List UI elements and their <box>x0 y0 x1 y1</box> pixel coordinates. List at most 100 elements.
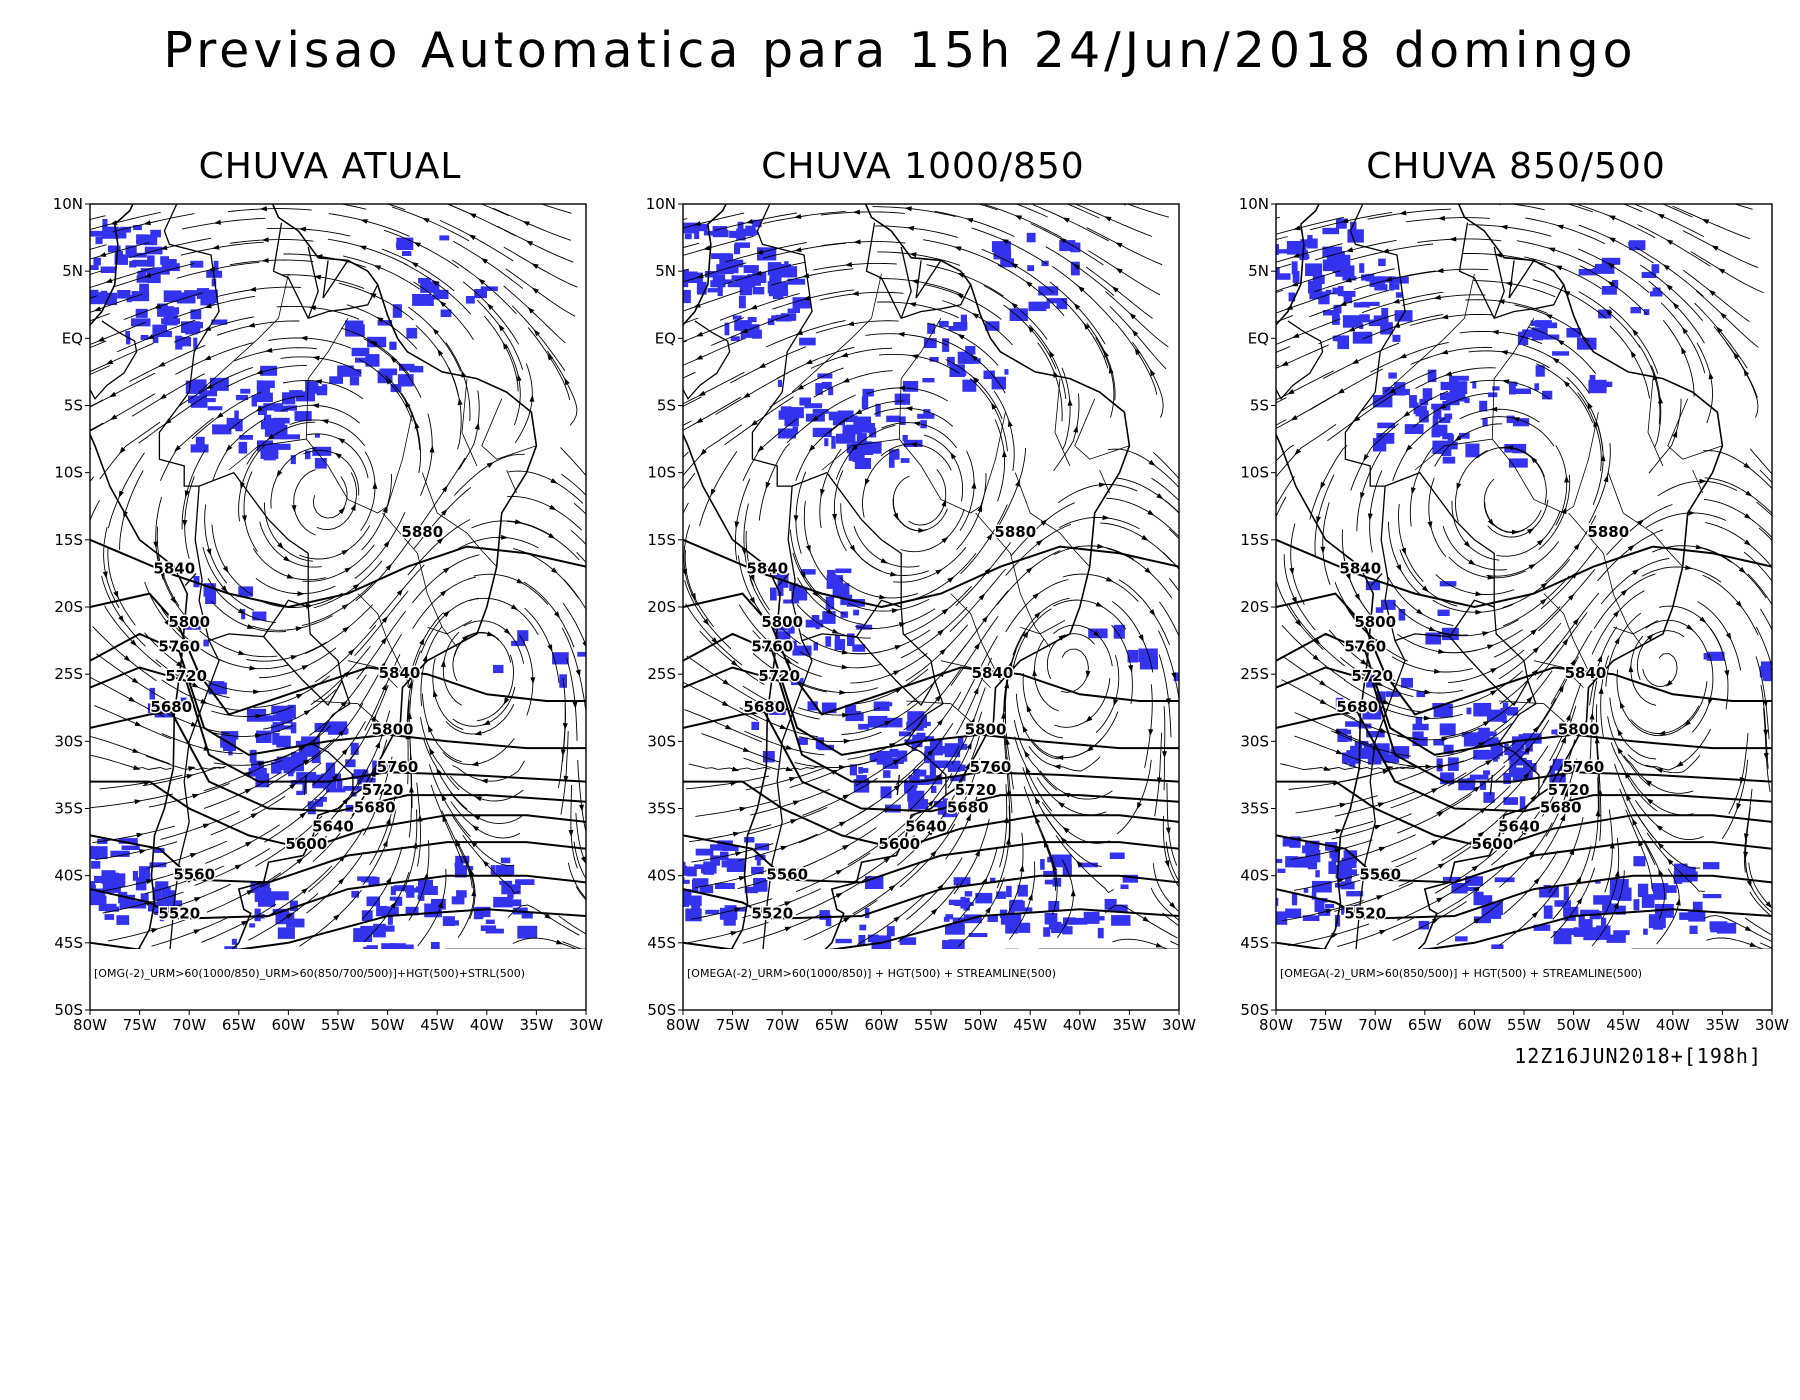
streamline <box>99 774 183 790</box>
streamline-arrow <box>780 845 788 851</box>
streamline-arrow <box>1005 737 1010 745</box>
streamline <box>1015 204 1048 218</box>
precip-cell <box>1088 628 1108 639</box>
streamline <box>1168 577 1179 592</box>
precip-cell <box>269 891 289 901</box>
streamline-arrow <box>575 669 581 677</box>
precip-cell <box>1629 240 1646 251</box>
streamline-arrow <box>1403 411 1411 417</box>
precip-cell <box>167 307 180 315</box>
precip-cell <box>817 373 833 379</box>
contour-label: 5840 <box>746 559 788 577</box>
streamline-arrow <box>1335 749 1344 755</box>
streamline-arrow <box>299 812 307 819</box>
country-border <box>1489 774 1493 796</box>
height-contour <box>1276 666 1772 783</box>
streamline-arrow <box>1312 654 1320 662</box>
streamline-arrow <box>350 503 356 511</box>
precip-cell <box>929 357 939 362</box>
streamline-arrow <box>1077 285 1085 293</box>
precip-cell <box>1546 322 1558 329</box>
streamline-arrow <box>1374 824 1382 830</box>
streamline-arrow <box>1719 312 1727 319</box>
streamline <box>1503 850 1558 915</box>
streamline <box>1398 503 1424 582</box>
streamline-arrow <box>1032 592 1040 600</box>
precip-cell <box>933 746 947 754</box>
lat-tick-label: 40S <box>647 867 676 885</box>
precip-cell <box>718 267 734 275</box>
streamline <box>685 603 743 666</box>
streamline-arrow <box>250 813 258 819</box>
country-border <box>756 204 813 393</box>
precip-cell <box>131 291 150 302</box>
streamline-arrow <box>159 393 167 400</box>
streamline <box>1276 216 1344 235</box>
streamline <box>314 769 366 837</box>
precip-cell <box>1533 924 1551 931</box>
streamline <box>840 503 882 572</box>
streamline-arrow <box>516 578 524 584</box>
streamline <box>1396 879 1471 921</box>
streamline <box>557 704 566 789</box>
precip-cell <box>1366 731 1385 738</box>
precip-cell <box>1542 390 1553 400</box>
streamline <box>685 775 770 790</box>
streamline-arrow <box>593 503 600 510</box>
streamline-arrow <box>743 392 751 399</box>
streamline <box>873 407 954 427</box>
precip-cell <box>162 900 183 908</box>
streamline <box>835 424 896 480</box>
streamline <box>1468 224 1552 237</box>
precip-cell <box>717 282 723 297</box>
streamline-arrow <box>442 567 451 574</box>
streamline-arrow <box>440 590 447 597</box>
streamline <box>899 823 956 888</box>
streamline-arrow <box>498 324 505 332</box>
streamline-arrow <box>342 626 350 633</box>
precip-cell <box>825 636 832 647</box>
streamline <box>893 547 967 583</box>
precip-cell <box>1479 400 1488 412</box>
precip-cell <box>784 414 799 427</box>
streamline <box>420 597 480 654</box>
precip-cell <box>208 682 227 695</box>
precip-cell <box>812 427 832 438</box>
streamline-arrow <box>352 583 360 590</box>
precip-cell <box>272 422 285 432</box>
lat-tick-label: 35S <box>1240 800 1269 818</box>
streamline <box>210 600 287 633</box>
streamline-arrow <box>794 247 802 252</box>
streamline <box>1053 393 1080 472</box>
precip-cell <box>439 235 450 241</box>
streamline <box>1555 445 1568 526</box>
precip-cell <box>511 640 525 647</box>
contour-label: 5880 <box>994 523 1036 541</box>
country-border <box>1344 391 1540 796</box>
streamline-arrow <box>1083 322 1090 330</box>
precip-cell <box>987 915 998 922</box>
precip-cell <box>125 331 130 338</box>
precip-cell <box>929 740 943 749</box>
streamline <box>1276 216 1280 219</box>
precip-cell <box>745 225 756 237</box>
streamline-arrow <box>1056 755 1064 761</box>
streamline-arrow <box>341 823 348 831</box>
streamline-arrow <box>560 749 566 757</box>
streamline-arrow <box>123 655 131 662</box>
streamline <box>1514 304 1590 342</box>
lon-tick-label: 55W <box>1507 1016 1541 1034</box>
streamline-arrow <box>379 787 385 796</box>
streamline <box>458 390 480 471</box>
streamline-arrow <box>1532 725 1539 733</box>
streamline-arrow <box>119 446 126 454</box>
streamline-arrow <box>1644 779 1653 786</box>
streamline-arrow <box>1487 574 1495 580</box>
streamline-arrow <box>1595 764 1601 772</box>
streamline <box>1468 350 1550 369</box>
streamline-arrow <box>340 700 348 708</box>
precip-cell <box>517 630 529 641</box>
streamline <box>950 615 999 686</box>
lon-tick-label: 80W <box>666 1016 700 1034</box>
streamline <box>1392 901 1467 941</box>
